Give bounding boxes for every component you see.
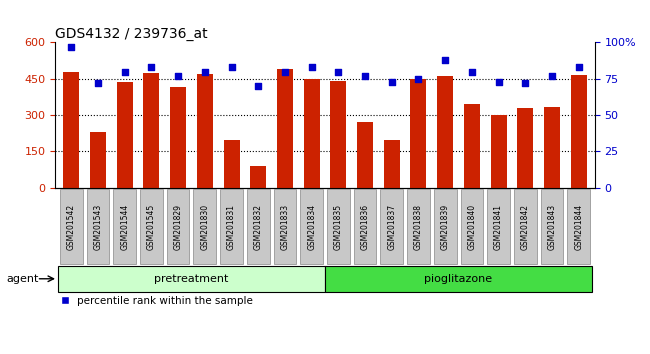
Text: GSM201839: GSM201839 [441,204,450,250]
FancyBboxPatch shape [194,189,216,264]
FancyBboxPatch shape [407,189,430,264]
Text: GSM201544: GSM201544 [120,204,129,250]
Bar [224,141,240,188]
Legend: count, percentile rank within the sample: count, percentile rank within the sample [60,283,253,306]
Text: GSM201545: GSM201545 [147,204,156,250]
Point [280,69,290,74]
Text: GSM201835: GSM201835 [334,204,343,250]
Text: GSM201829: GSM201829 [174,204,183,250]
FancyBboxPatch shape [60,189,83,264]
Point [306,64,317,70]
Text: GSM201834: GSM201834 [307,204,316,250]
Point [520,80,530,86]
FancyBboxPatch shape [247,189,270,264]
Bar [464,104,480,188]
Bar [197,74,213,188]
Bar [325,266,592,292]
Text: GSM201842: GSM201842 [521,204,530,250]
Text: GSM201838: GSM201838 [414,204,423,250]
Text: pioglitazone: pioglitazone [424,274,493,284]
Text: GSM201542: GSM201542 [67,204,76,250]
Text: GSM201843: GSM201843 [547,204,556,250]
FancyBboxPatch shape [434,189,456,264]
Bar [357,122,373,188]
Text: GSM201841: GSM201841 [494,204,503,250]
FancyBboxPatch shape [514,189,537,264]
Text: GSM201844: GSM201844 [574,204,583,250]
FancyBboxPatch shape [327,189,350,264]
Point [173,73,183,79]
Text: GSM201837: GSM201837 [387,204,396,250]
Point [413,76,424,81]
Bar [250,166,266,188]
Point [440,57,450,63]
Bar [144,73,159,188]
Point [120,69,130,74]
Bar [571,75,587,188]
Text: pretreatment: pretreatment [154,274,229,284]
Point [226,64,237,70]
Bar [90,132,106,188]
Text: GSM201832: GSM201832 [254,204,263,250]
Text: GSM201833: GSM201833 [280,204,289,250]
Point [253,83,263,89]
FancyBboxPatch shape [86,189,109,264]
Point [146,64,157,70]
Point [387,79,397,85]
FancyBboxPatch shape [380,189,403,264]
Bar [277,69,293,188]
Text: GSM201831: GSM201831 [227,204,236,250]
Bar [58,266,325,292]
Text: GSM201840: GSM201840 [467,204,476,250]
Bar [304,79,320,188]
Bar [384,141,400,188]
Bar [544,107,560,188]
Text: GSM201836: GSM201836 [361,204,370,250]
FancyBboxPatch shape [567,189,590,264]
Bar [410,79,426,188]
Point [200,69,210,74]
Text: GSM201830: GSM201830 [200,204,209,250]
FancyBboxPatch shape [274,189,296,264]
FancyBboxPatch shape [354,189,376,264]
Bar [63,72,79,188]
Text: GSM201543: GSM201543 [94,204,103,250]
Bar [117,82,133,188]
Point [467,69,477,74]
FancyBboxPatch shape [140,189,162,264]
Text: GDS4132 / 239736_at: GDS4132 / 239736_at [55,28,208,41]
FancyBboxPatch shape [461,189,483,264]
Point [573,64,584,70]
Point [66,44,77,50]
FancyBboxPatch shape [113,189,136,264]
Bar [330,81,346,188]
Point [360,73,370,79]
Point [333,69,344,74]
Point [547,73,557,79]
Text: agent: agent [6,274,39,284]
FancyBboxPatch shape [541,189,564,264]
FancyBboxPatch shape [220,189,243,264]
Bar [170,87,186,188]
Point [93,80,103,86]
FancyBboxPatch shape [488,189,510,264]
FancyBboxPatch shape [167,189,189,264]
FancyBboxPatch shape [300,189,323,264]
Bar [437,76,453,188]
Bar [491,115,506,188]
Bar [517,108,533,188]
Point [493,79,504,85]
